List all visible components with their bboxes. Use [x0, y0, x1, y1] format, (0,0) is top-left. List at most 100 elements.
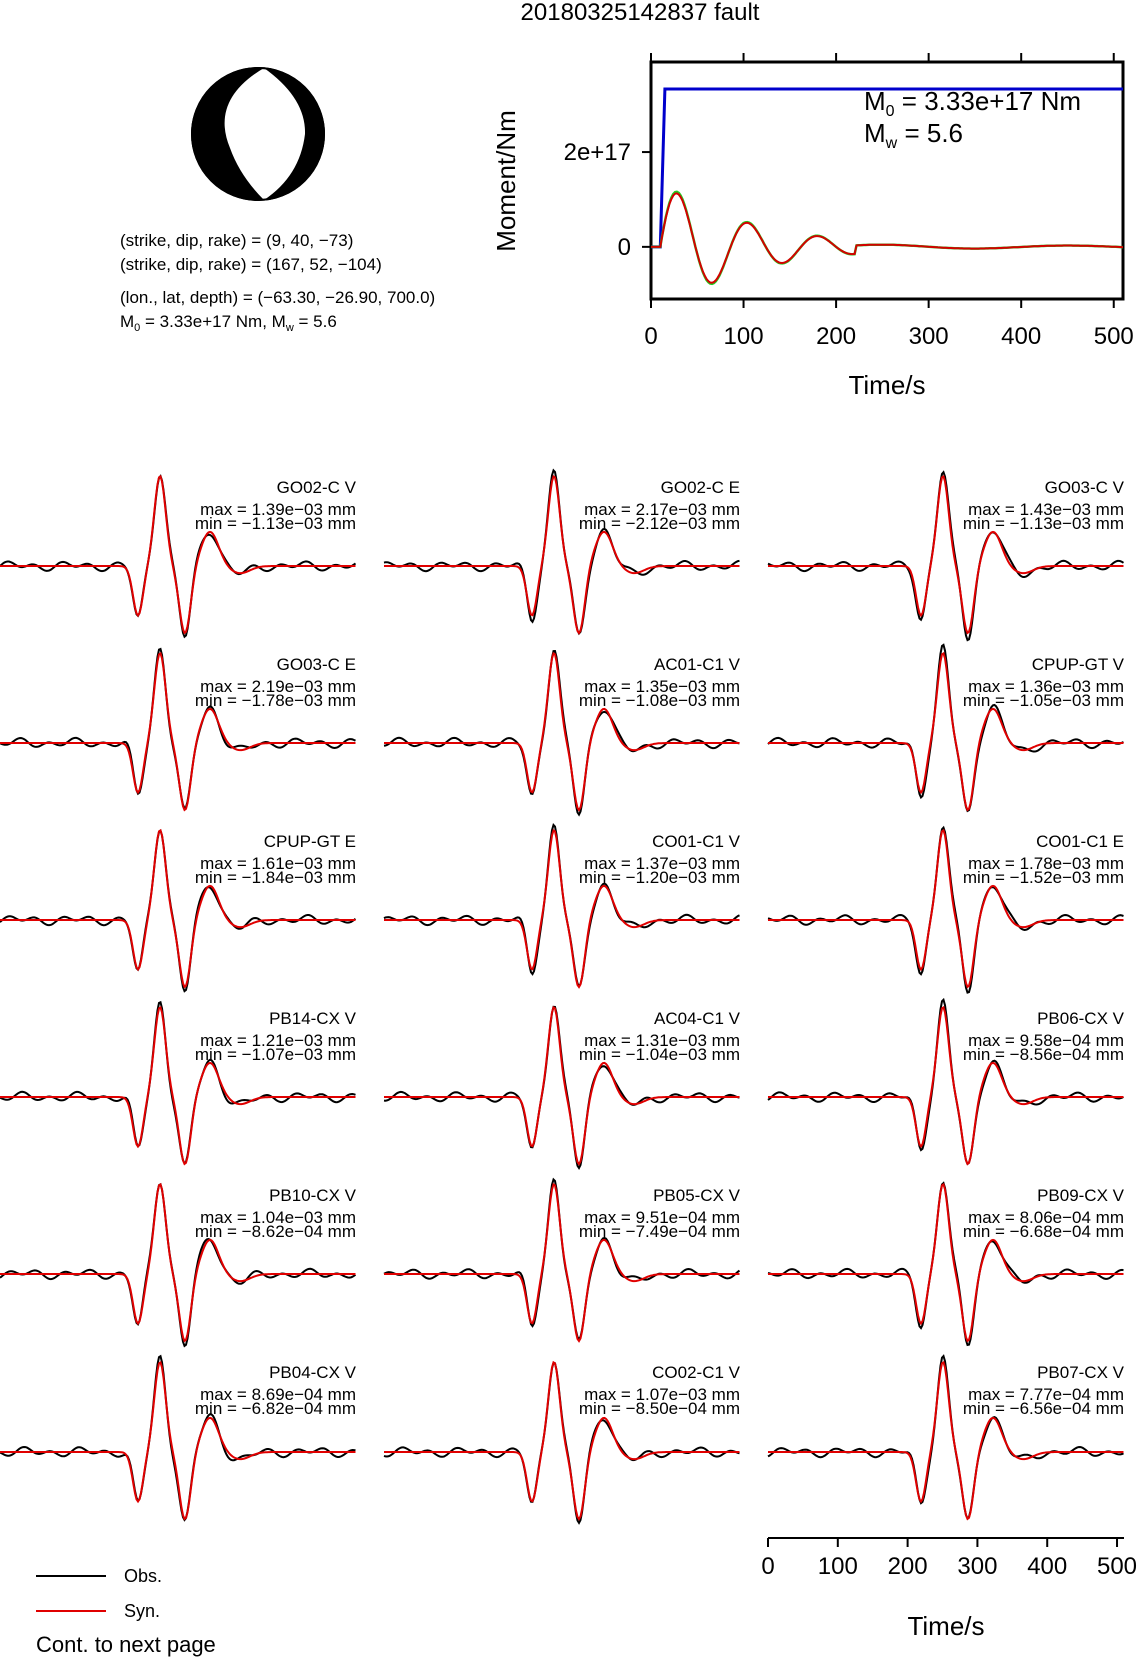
synthetic-trace — [384, 1182, 740, 1343]
synthetic-trace — [768, 1005, 1124, 1166]
continuation-note: Cont. to next page — [36, 1632, 216, 1657]
station-max: max = 1.35e−03 mm — [584, 677, 740, 696]
legend-syn-label: Syn. — [124, 1601, 160, 1621]
moment-xlabel: Time/s — [848, 370, 925, 400]
station-min: min = −1.13e−03 mm — [963, 514, 1124, 533]
station-min: min = −2.12e−03 mm — [579, 514, 740, 533]
synthetic-trace — [384, 1360, 740, 1521]
station-min: min = −1.13e−03 mm — [195, 514, 356, 533]
station-label: GO03-C V — [1045, 478, 1125, 497]
moment-annotation-m0: M0 = 3.33e+17 Nm — [864, 86, 1081, 120]
legend: Obs. Syn. — [36, 1566, 162, 1621]
station-min: min = −1.05e−03 mm — [963, 691, 1124, 710]
station-max: max = 1.31e−03 mm — [584, 1031, 740, 1050]
mechanism-info: (strike, dip, rake) = (9, 40, −73) (stri… — [120, 231, 435, 334]
station-max: max = 8.06e−04 mm — [968, 1208, 1124, 1227]
moment-xtick-label: 300 — [909, 323, 949, 350]
station-min: min = −1.52e−03 mm — [963, 868, 1124, 887]
station-label: CO01-C1 E — [1036, 832, 1124, 851]
synthetic-trace — [768, 1360, 1124, 1521]
station-max: max = 2.17e−03 mm — [584, 500, 740, 519]
station-min: min = −8.62e−04 mm — [195, 1222, 356, 1241]
station-label: GO02-C V — [277, 478, 357, 497]
station-max: max = 1.04e−03 mm — [200, 1208, 356, 1227]
synthetic-trace — [768, 828, 1124, 989]
station-max: max = 9.51e−04 mm — [584, 1208, 740, 1227]
mechanism-line-1: (strike, dip, rake) = (9, 40, −73) — [120, 231, 353, 250]
mechanism-line-3: (lon., lat, depth) = (−63.30, −26.90, 70… — [120, 288, 435, 307]
station-label: GO03-C E — [277, 655, 356, 674]
moment-xtick-label: 100 — [724, 323, 764, 350]
station-max: max = 7.77e−04 mm — [968, 1385, 1124, 1404]
station-label: PB06-CX V — [1037, 1009, 1125, 1028]
moment-annotation-mw: Mw = 5.6 — [864, 118, 963, 152]
station-max: max = 2.19e−03 mm — [200, 677, 356, 696]
station-max: max = 1.43e−03 mm — [968, 500, 1124, 519]
figure-title: 20180325142837 fault — [521, 0, 760, 26]
observed-trace — [767, 470, 1125, 642]
station-min: min = −1.07e−03 mm — [195, 1045, 356, 1064]
station-max: max = 1.21e−03 mm — [200, 1031, 356, 1050]
waveform-xlabel: Time/s — [907, 1611, 984, 1641]
station-min: min = −1.20e−03 mm — [579, 868, 740, 887]
station-max: max = 1.36e−03 mm — [968, 677, 1124, 696]
synthetic-trace — [768, 651, 1124, 812]
station-max: max = 8.69e−04 mm — [200, 1385, 356, 1404]
station-min: min = −1.78e−03 mm — [195, 691, 356, 710]
station-label: PB07-CX V — [1037, 1363, 1125, 1382]
synthetic-trace — [0, 828, 356, 989]
station-min: min = −6.56e−04 mm — [963, 1399, 1124, 1418]
station-label: PB09-CX V — [1037, 1186, 1125, 1205]
station-label: CPUP-GT V — [1032, 655, 1125, 674]
waveform-xtick-label: 300 — [957, 1553, 997, 1580]
station-label: PB04-CX V — [269, 1363, 357, 1382]
moment-rate-line-red — [651, 192, 1123, 284]
synthetic-trace — [768, 474, 1124, 635]
waveform-xtick-label: 400 — [1027, 1553, 1067, 1580]
waveform-time-axis: Time/s 0 100 200 300 400 500 — [761, 1537, 1137, 1641]
station-max: max = 1.61e−03 mm — [200, 854, 356, 873]
station-max: max = 9.58e−04 mm — [968, 1031, 1124, 1050]
observed-trace — [767, 825, 1124, 994]
moment-plot-frame — [649, 60, 1125, 301]
beachball-icon — [191, 67, 325, 201]
mechanism-line-4: M0 = 3.33e+17 Nm, Mw = 5.6 — [120, 312, 337, 334]
station-max: max = 1.07e−03 mm — [584, 1385, 740, 1404]
mechanism-line-2: (strike, dip, rake) = (167, 52, −104) — [120, 255, 382, 274]
station-min: min = −1.04e−03 mm — [579, 1045, 740, 1064]
moment-xtick-label: 400 — [1001, 323, 1041, 350]
synthetic-trace — [0, 1182, 356, 1343]
synthetic-trace — [0, 1360, 356, 1521]
station-label: CO02-C1 V — [652, 1363, 741, 1382]
station-min: min = −6.68e−04 mm — [963, 1222, 1124, 1241]
synthetic-trace — [384, 1005, 740, 1166]
station-min: min = −8.50e−04 mm — [579, 1399, 740, 1418]
station-max: max = 1.78e−03 mm — [968, 854, 1124, 873]
station-label: GO02-C E — [661, 478, 740, 497]
moment-xtick-label: 0 — [644, 323, 657, 350]
station-label: AC04-C1 V — [654, 1009, 741, 1028]
station-label: PB10-CX V — [269, 1186, 357, 1205]
station-label: CO01-C1 V — [652, 832, 741, 851]
synthetic-trace — [768, 1182, 1124, 1343]
synthetic-trace — [0, 474, 356, 635]
moment-ytick-label: 0 — [618, 234, 631, 261]
